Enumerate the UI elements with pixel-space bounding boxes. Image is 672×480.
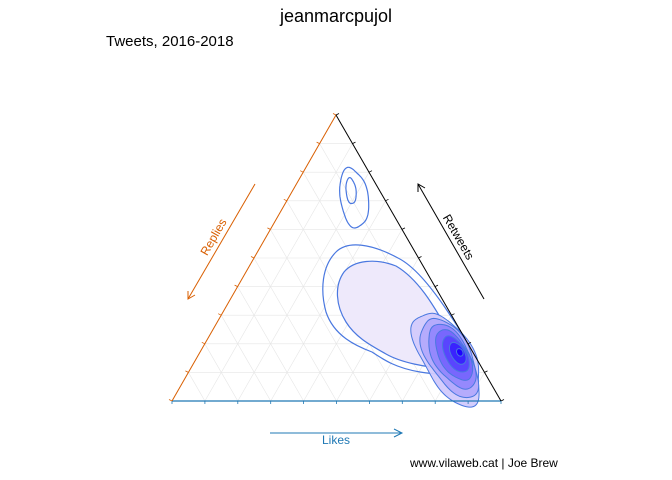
replies-tick — [201, 341, 205, 345]
replies-tick — [267, 227, 271, 230]
chart-title: jeanmarcpujol — [279, 6, 393, 26]
grid-line — [270, 200, 386, 402]
retweets-tick — [352, 141, 356, 144]
retweets-tick — [434, 284, 439, 287]
density-contour — [456, 348, 464, 357]
retweets-tick — [335, 113, 340, 116]
retweets-tick — [484, 370, 488, 373]
grid-line — [204, 343, 239, 402]
retweets-tick — [401, 227, 406, 230]
grid-line — [204, 143, 353, 402]
density-contour — [345, 176, 357, 205]
grid-line — [253, 257, 337, 402]
replies-tick — [250, 256, 255, 259]
chart-subtitle: Tweets, 2016-2018 — [106, 33, 234, 50]
replies-tick — [234, 284, 238, 287]
grid-line — [188, 372, 206, 402]
axis-ticks — [168, 113, 505, 404]
retweets-tick — [418, 256, 422, 259]
likes-axis-label: Likes — [322, 433, 350, 447]
density-contours — [322, 166, 480, 408]
replies-tick — [316, 141, 320, 144]
likes-arrow — [270, 428, 404, 438]
retweets-tick — [500, 399, 505, 402]
replies-tick — [185, 370, 189, 373]
replies-tick — [300, 170, 304, 173]
replies-tick — [168, 399, 173, 402]
replies-axis-label: Replies — [197, 216, 229, 258]
retweets-tick — [451, 313, 455, 316]
density-contour — [339, 166, 370, 229]
retweets-tick — [467, 341, 472, 345]
replies-tick — [218, 313, 222, 316]
retweets-tick — [368, 170, 373, 173]
replies-arrow — [187, 183, 256, 300]
retweets-tick — [385, 198, 389, 202]
replies-tick — [332, 113, 337, 116]
grid-line — [237, 286, 304, 402]
grid-line — [220, 315, 271, 402]
chart-caption: www.vilaweb.cat | Joe Brew — [410, 456, 558, 470]
density-contour — [322, 244, 472, 375]
replies-tick — [283, 198, 287, 202]
retweets-arrow — [417, 183, 485, 300]
